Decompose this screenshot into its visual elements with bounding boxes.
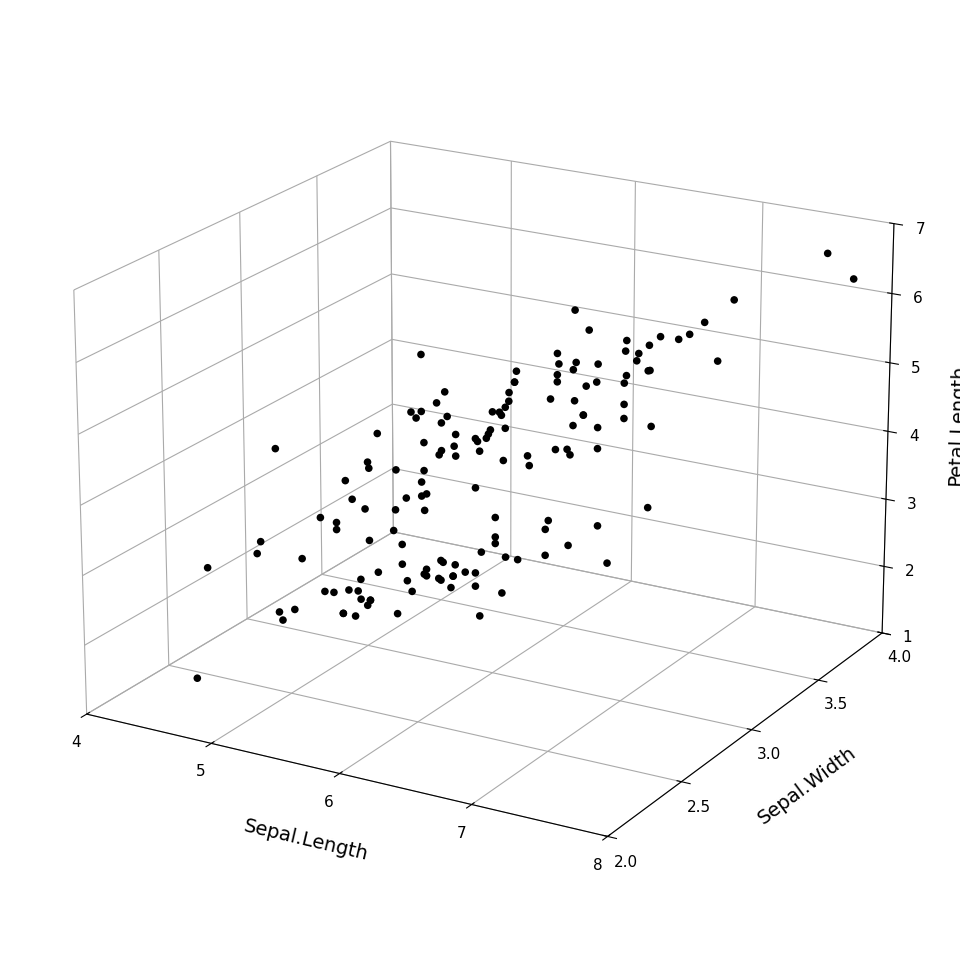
X-axis label: Sepal.Length: Sepal.Length [242,816,371,864]
Y-axis label: Sepal.Width: Sepal.Width [754,743,859,828]
